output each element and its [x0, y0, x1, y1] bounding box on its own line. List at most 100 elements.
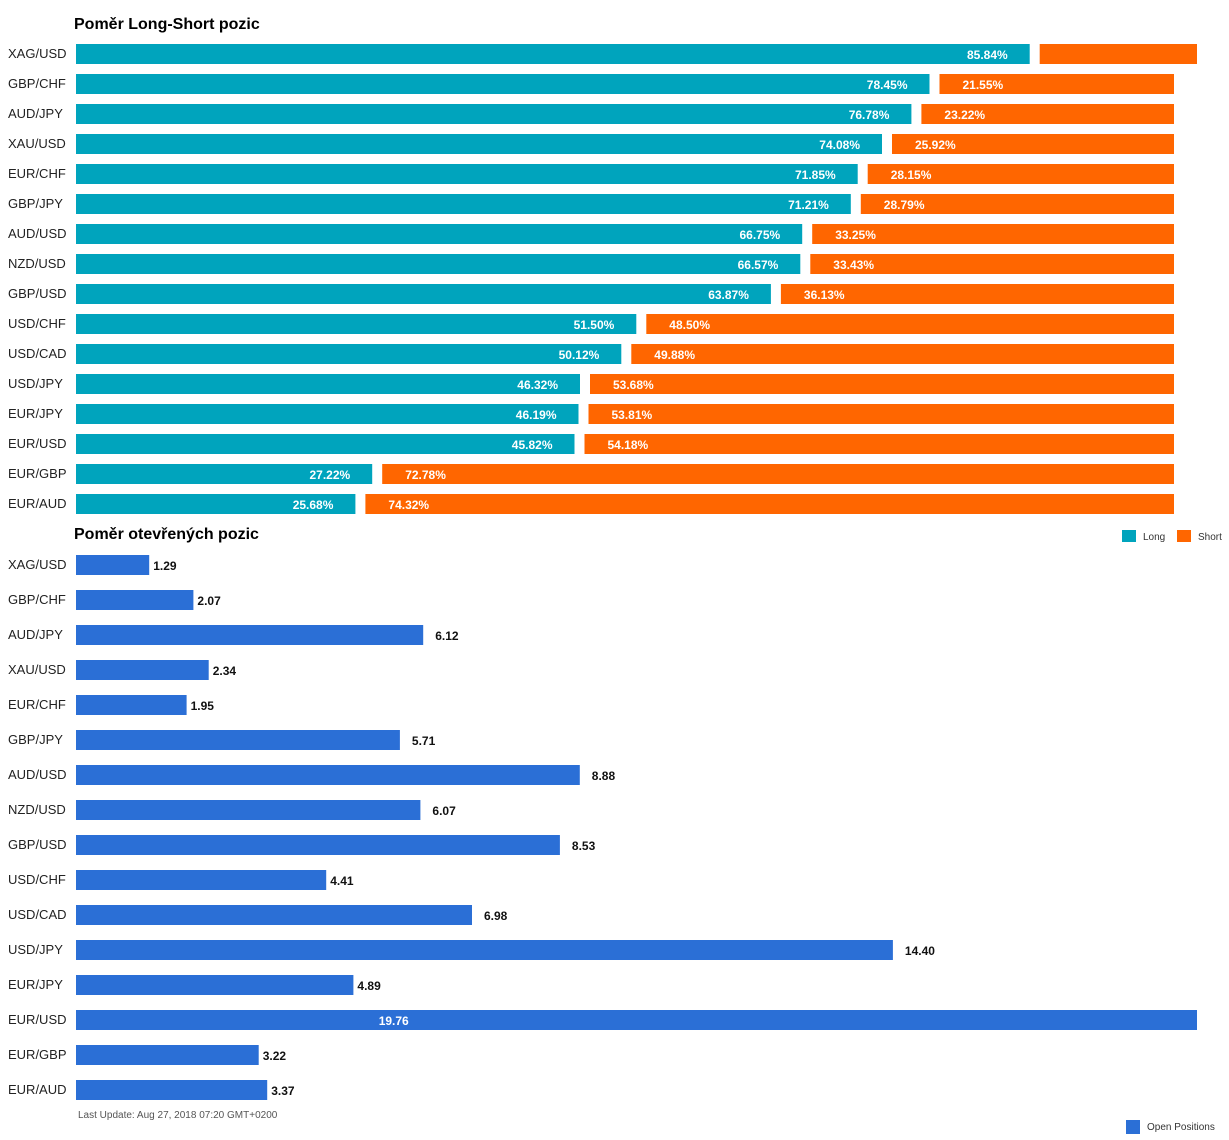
open-positions-bar-eur-usd: [76, 1010, 1197, 1030]
open-positions-value-label-gbp-usd: 8.53: [572, 839, 596, 853]
long-bar-usd-jpy: [76, 374, 580, 394]
long-short-category-label-aud-usd: AUD/USD: [8, 226, 67, 241]
open-positions-bar-xau-usd: [76, 660, 209, 680]
open-positions-value-label-eur-gbp: 3.22: [263, 1049, 287, 1063]
open-positions-value-label-usd-chf: 4.41: [330, 874, 354, 888]
open-positions-category-label-usd-cad: USD/CAD: [8, 907, 67, 922]
long-short-category-label-xau-usd: XAU/USD: [8, 136, 66, 151]
long-short-category-label-eur-aud: EUR/AUD: [8, 496, 67, 511]
legend-long-swatch: [1122, 530, 1136, 542]
long-short-category-label-usd-chf: USD/CHF: [8, 316, 66, 331]
open-positions-value-label-aud-usd: 8.88: [592, 769, 616, 783]
open-positions-bar-usd-chf: [76, 870, 327, 890]
short-bar-gbp-chf: [939, 74, 1174, 94]
long-short-chart-title: Poměr Long-Short pozic: [74, 16, 260, 33]
open-positions-value-label-gbp-jpy: 5.71: [412, 734, 436, 748]
long-bar-gbp-usd: [76, 284, 771, 304]
long-value-label-eur-gbp: 27.22%: [309, 468, 350, 482]
open-positions-value-label-eur-jpy: 4.89: [357, 979, 381, 993]
short-value-label-usd-cad: 49.88%: [654, 348, 695, 362]
long-bar-aud-jpy: [76, 104, 912, 124]
long-value-label-eur-jpy: 46.19%: [516, 408, 557, 422]
long-short-category-label-usd-cad: USD/CAD: [8, 346, 67, 361]
open-positions-bar-eur-jpy: [76, 975, 354, 995]
short-value-label-gbp-usd: 36.13%: [804, 288, 845, 302]
long-short-category-label-usd-jpy: USD/JPY: [8, 376, 63, 391]
open-positions-category-label-gbp-usd: GBP/USD: [8, 837, 67, 852]
long-bar-gbp-chf: [76, 74, 930, 94]
open-positions-category-label-gbp-jpy: GBP/JPY: [8, 732, 63, 747]
long-short-category-label-gbp-chf: GBP/CHF: [8, 76, 66, 91]
short-bar-usd-chf: [646, 314, 1174, 334]
open-positions-category-label-aud-jpy: AUD/JPY: [8, 627, 63, 642]
short-value-label-eur-chf: 28.15%: [891, 168, 932, 182]
long-short-category-label-eur-usd: EUR/USD: [8, 436, 67, 451]
open-positions-bar-nzd-usd: [76, 800, 421, 820]
long-bar-usd-chf: [76, 314, 637, 334]
open-positions-category-label-aud-usd: AUD/USD: [8, 767, 67, 782]
long-short-category-label-nzd-usd: NZD/USD: [8, 256, 66, 271]
legend-open-positions-label: Open Positions: [1147, 1122, 1215, 1133]
long-short-category-label-aud-jpy: AUD/JPY: [8, 106, 63, 121]
long-bar-gbp-jpy: [76, 194, 851, 214]
short-bar-eur-gbp: [382, 464, 1174, 484]
open-positions-value-label-xag-usd: 1.29: [153, 559, 177, 573]
long-value-label-usd-cad: 50.12%: [559, 348, 600, 362]
open-positions-bar-gbp-chf: [76, 590, 194, 610]
last-update-text: Last Update: Aug 27, 2018 07:20 GMT+0200: [78, 1110, 278, 1121]
short-value-label-eur-jpy: 53.81%: [612, 408, 653, 422]
open-positions-bar-eur-aud: [76, 1080, 268, 1100]
long-bar-eur-chf: [76, 164, 858, 184]
open-positions-value-label-usd-jpy: 14.40: [905, 944, 935, 958]
short-value-label-aud-jpy: 23.22%: [944, 108, 985, 122]
short-value-label-xau-usd: 25.92%: [915, 138, 956, 152]
open-positions-category-label-xag-usd: XAG/USD: [8, 557, 67, 572]
long-bar-eur-gbp: [76, 464, 373, 484]
short-bar-usd-cad: [631, 344, 1174, 364]
short-bar-eur-usd: [584, 434, 1174, 454]
short-value-label-eur-aud: 74.32%: [388, 498, 429, 512]
long-value-label-xau-usd: 74.08%: [819, 138, 860, 152]
open-positions-value-label-usd-cad: 6.98: [484, 909, 508, 923]
open-positions-category-label-eur-gbp: EUR/GBP: [8, 1047, 67, 1062]
open-positions-category-label-nzd-usd: NZD/USD: [8, 802, 66, 817]
open-positions-category-label-eur-jpy: EUR/JPY: [8, 977, 63, 992]
long-bar-aud-usd: [76, 224, 803, 244]
open-positions-bar-gbp-usd: [76, 835, 560, 855]
long-short-legend: Long Short: [1122, 530, 1222, 543]
short-value-label-eur-gbp: 72.78%: [405, 468, 446, 482]
short-value-label-nzd-usd: 33.43%: [833, 258, 874, 272]
long-short-category-label-gbp-jpy: GBP/JPY: [8, 196, 63, 211]
short-value-label-gbp-chf: 21.55%: [963, 78, 1004, 92]
short-bar-aud-usd: [812, 224, 1174, 244]
open-positions-legend: Open Positions: [1126, 1120, 1215, 1134]
open-positions-category-label-eur-chf: EUR/CHF: [8, 697, 66, 712]
short-bar-xag-usd: [1039, 44, 1197, 64]
short-value-label-eur-usd: 54.18%: [608, 438, 649, 452]
long-value-label-eur-aud: 25.68%: [293, 498, 334, 512]
long-short-category-label-eur-chf: EUR/CHF: [8, 166, 66, 181]
long-short-category-label-eur-jpy: EUR/JPY: [8, 406, 63, 421]
legend-short-swatch: [1177, 530, 1191, 542]
long-bar-xau-usd: [76, 134, 882, 154]
open-positions-bar-aud-usd: [76, 765, 580, 785]
long-short-category-label-gbp-usd: GBP/USD: [8, 286, 67, 301]
short-bar-gbp-jpy: [860, 194, 1174, 214]
open-positions-value-label-eur-usd: 19.76: [379, 1014, 409, 1028]
short-bar-usd-jpy: [590, 374, 1174, 394]
open-positions-value-label-xau-usd: 2.34: [213, 664, 237, 678]
long-value-label-aud-usd: 66.75%: [739, 228, 780, 242]
long-value-label-aud-jpy: 76.78%: [849, 108, 890, 122]
short-value-label-aud-usd: 33.25%: [835, 228, 876, 242]
long-short-bars: XAG/USD 85.84% GBP/CHF 78.45% 21.55% AUD/JPY 7…: [8, 44, 1197, 514]
short-bar-eur-aud: [365, 494, 1174, 514]
long-value-label-eur-usd: 45.82%: [512, 438, 553, 452]
open-positions-value-label-aud-jpy: 6.12: [435, 629, 459, 643]
short-value-label-usd-jpy: 53.68%: [613, 378, 654, 392]
long-bar-eur-jpy: [76, 404, 579, 424]
long-value-label-nzd-usd: 66.57%: [738, 258, 779, 272]
open-positions-category-label-eur-aud: EUR/AUD: [8, 1082, 67, 1097]
open-positions-category-label-usd-chf: USD/CHF: [8, 872, 66, 887]
open-positions-value-label-eur-aud: 3.37: [271, 1084, 295, 1098]
open-positions-value-label-gbp-chf: 2.07: [197, 594, 221, 608]
